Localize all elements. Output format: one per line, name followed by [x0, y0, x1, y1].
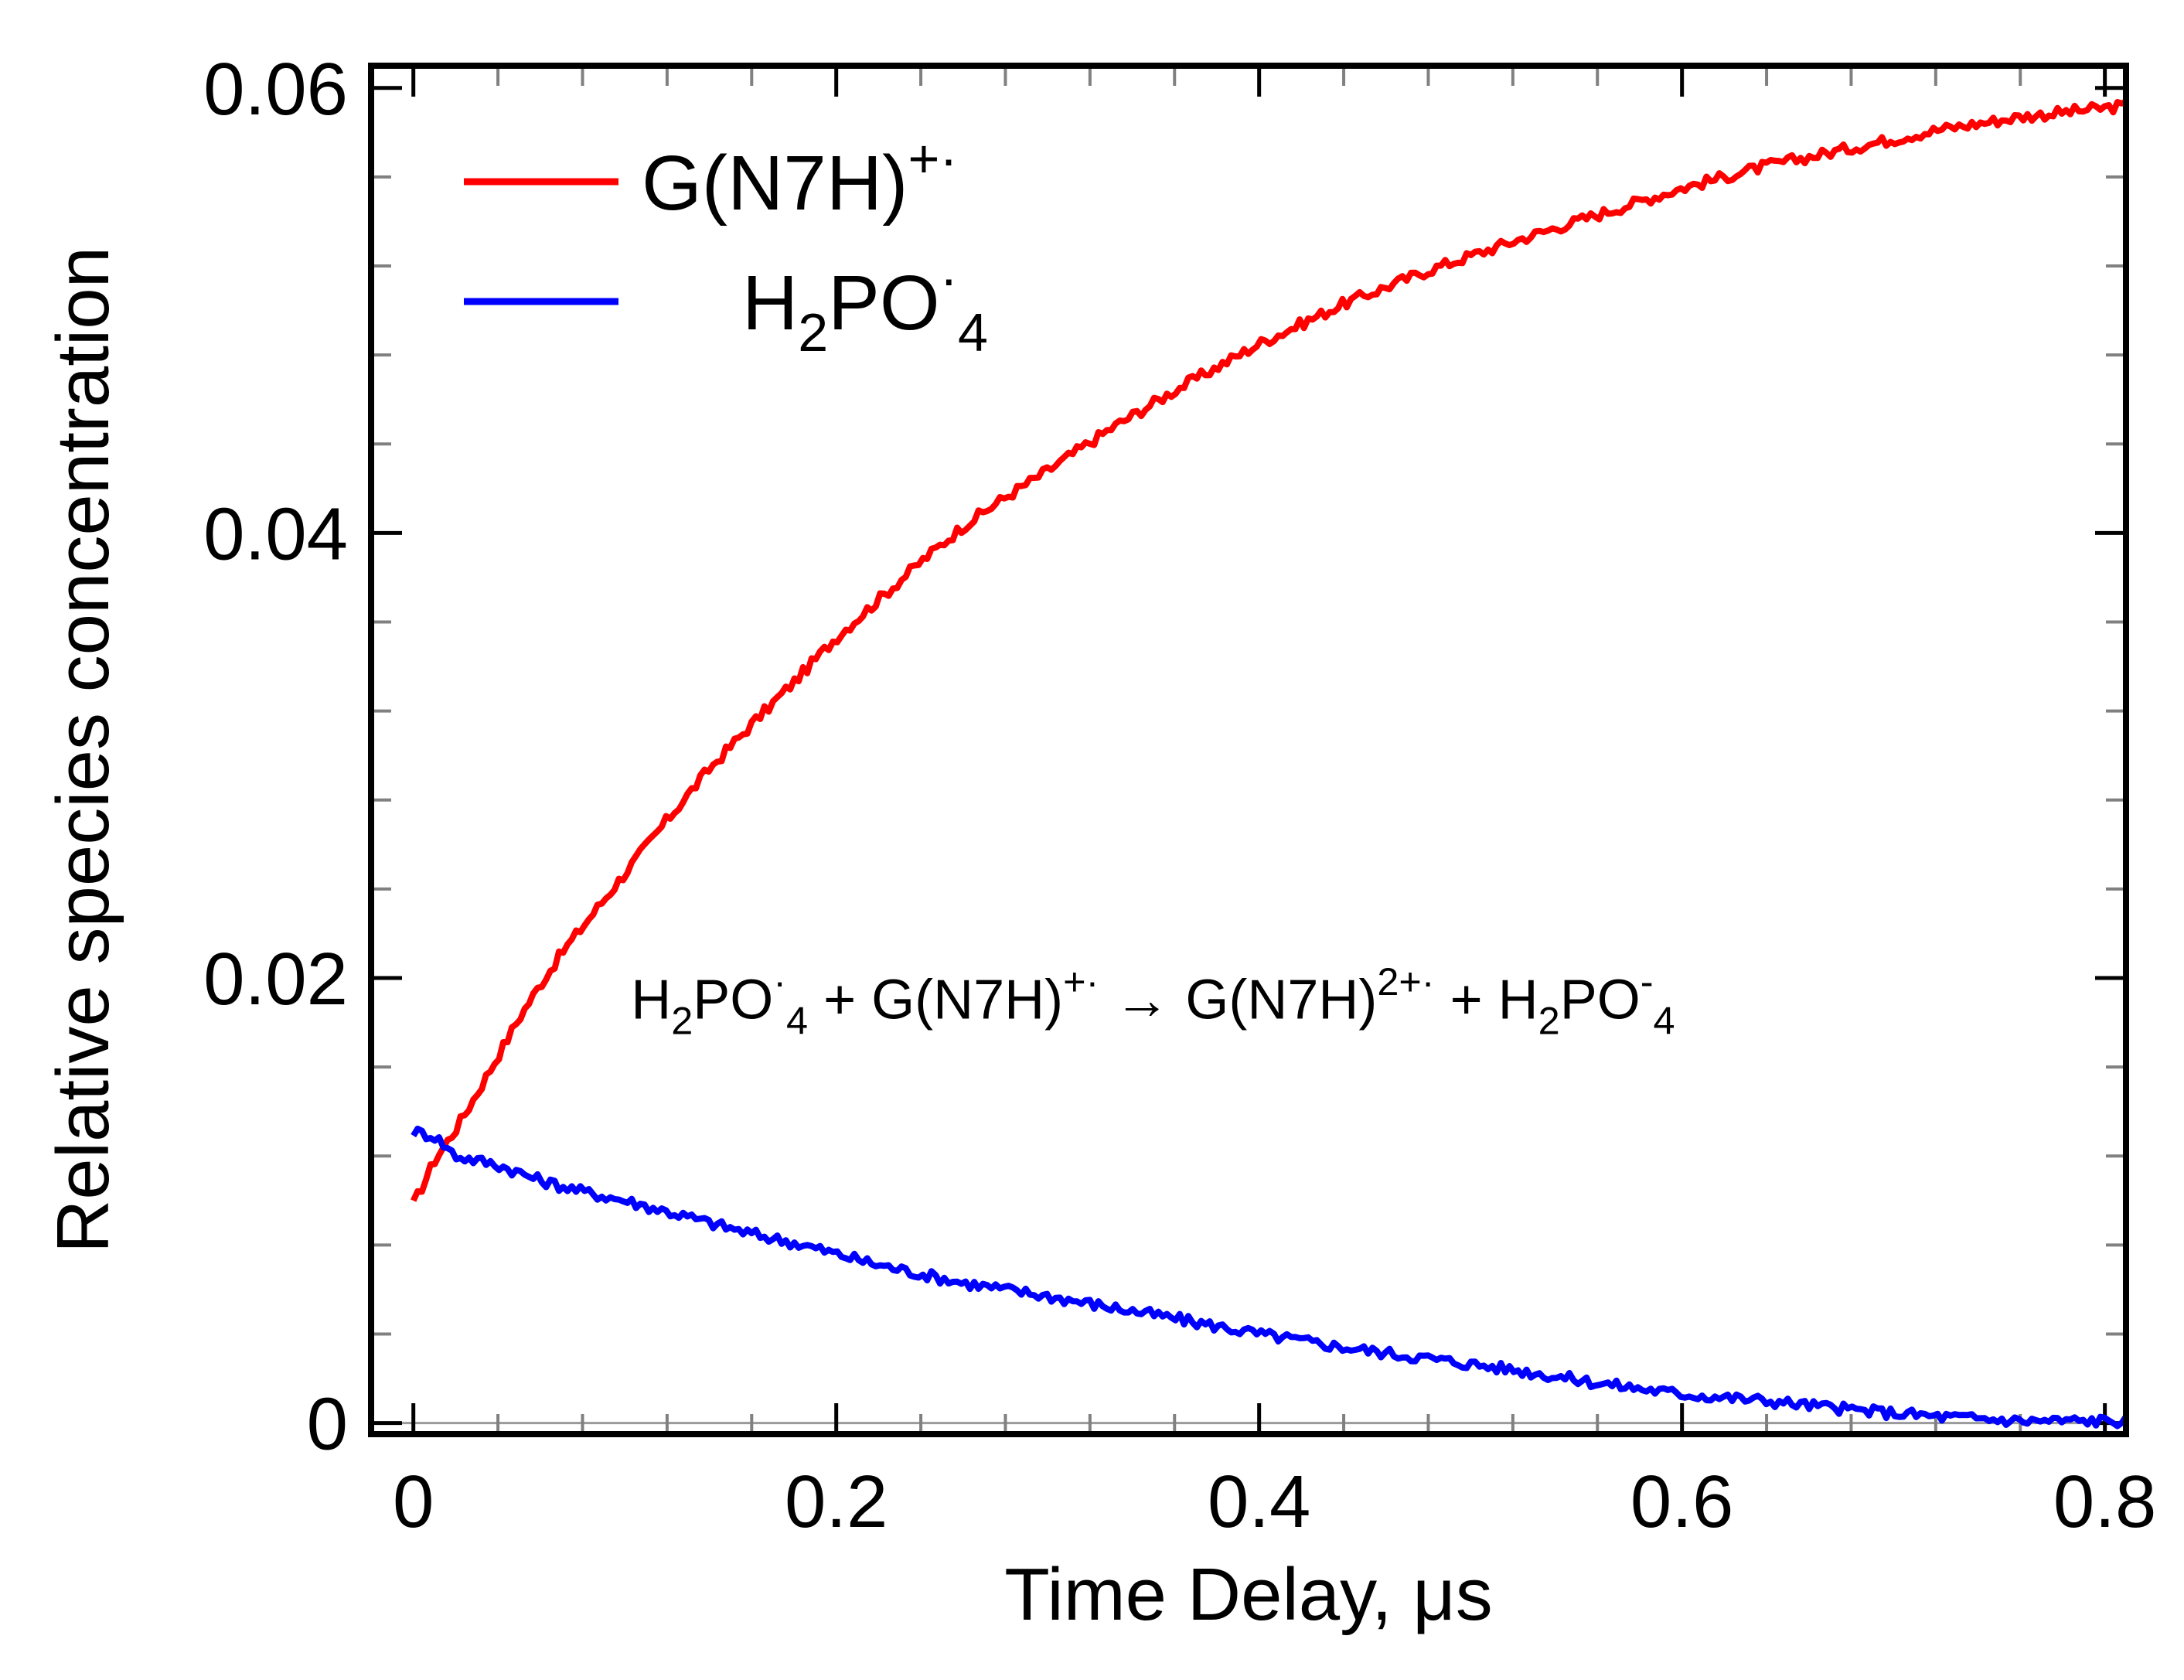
- y-tick-label: 0: [307, 1383, 348, 1466]
- y-axis-label: Relative species concentration: [42, 247, 124, 1253]
- y-tick-label: 0.06: [203, 48, 348, 131]
- x-tick-label: 0.2: [785, 1460, 888, 1543]
- tick-marks: [371, 66, 2126, 1434]
- x-tick-label: 0.4: [1208, 1460, 1310, 1543]
- y-tick-label: 0.02: [203, 938, 348, 1021]
- reaction-equation: H2PO·4 + G(N7H)+· → G(N7H)2+· + H2PO-4: [631, 959, 1675, 1042]
- plot-area-frame: [368, 63, 2129, 1437]
- x-tick-label: 0: [393, 1460, 434, 1543]
- reaction-annotation: H2PO·4 + G(N7H)+· → G(N7H)2+· + H2PO-4: [631, 959, 1675, 1042]
- series-lines: [411, 98, 2129, 1430]
- legend: G(N7H)+· H2PO·4: [464, 128, 988, 363]
- x-tick-label: 0.8: [2053, 1460, 2156, 1543]
- series-line-1: [411, 1126, 2129, 1430]
- x-tick-label: 0.6: [1630, 1460, 1733, 1543]
- legend-label-0: G(N7H)+·: [642, 128, 958, 227]
- tick-labels: 0 0.2 0.4 0.6 0.8 0 0.02 0.04 0.06: [203, 48, 2156, 1543]
- legend-label-1: H2PO·4: [742, 248, 988, 363]
- series-line-0: [411, 98, 2128, 1202]
- y-tick-label: 0.04: [203, 492, 348, 575]
- x-axis-label: Time Delay, μs: [1004, 1553, 1492, 1636]
